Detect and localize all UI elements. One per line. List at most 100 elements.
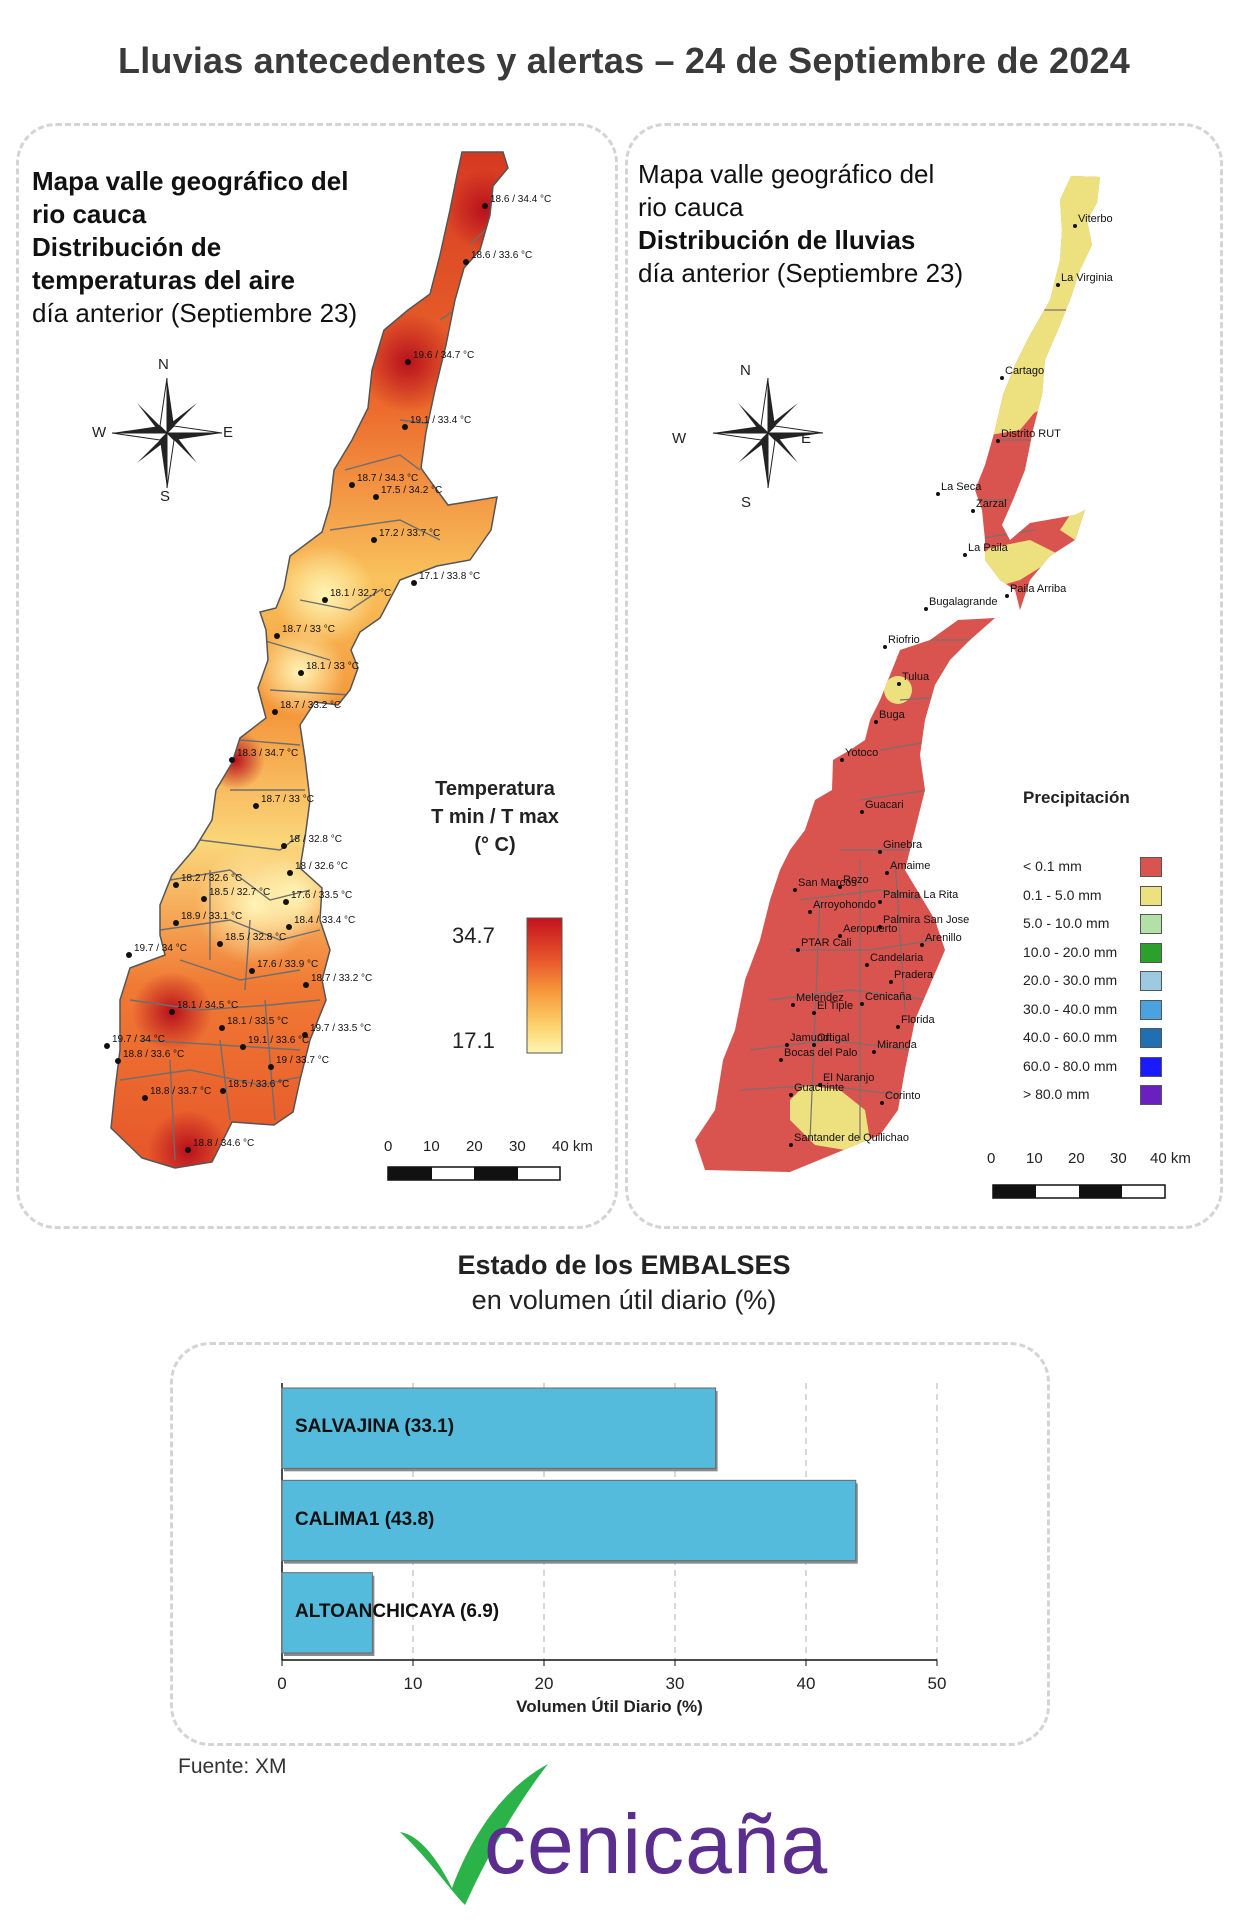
- station-name-label: La Virginia: [1061, 272, 1113, 284]
- precipitation-legend-swatch: [1140, 1085, 1162, 1105]
- temperature-map-title-line: temperaturas del aire: [32, 265, 296, 295]
- reservoir-bar: [281, 1572, 373, 1654]
- scale-label: 40 km: [1150, 1150, 1191, 1167]
- station-name-label: Cartago: [1005, 365, 1045, 377]
- station-name-label: Yotoco: [845, 747, 879, 759]
- station-dot: [878, 925, 882, 929]
- station-dot: [303, 982, 309, 988]
- station-dot: [963, 553, 967, 557]
- station-temperature-label: 17.1 / 33.8 °C: [419, 571, 481, 582]
- temperature-map-subtitle: día anterior (Septiembre 23): [32, 298, 358, 328]
- station-name-label: Florida: [901, 1014, 935, 1026]
- station-temperature-label: 18.4 / 33.4 °C: [294, 915, 356, 926]
- station-temperature-label: 18.8 / 33.7 °C: [150, 1086, 212, 1097]
- rain-scale-bar: [992, 1184, 1166, 1199]
- reservoir-bar: [281, 1479, 857, 1562]
- station-dot: [286, 924, 292, 930]
- compass-north-label: N: [158, 356, 169, 373]
- station-name-label: Candelaria: [870, 952, 924, 964]
- station-dot: [402, 424, 408, 430]
- station-name-label: La Paila: [968, 542, 1008, 554]
- station-name-label: Riofrio: [888, 634, 920, 646]
- station-name-label: Zarzal: [976, 498, 1007, 510]
- station-dot: [878, 850, 882, 854]
- station-name-label: Pradera: [894, 969, 934, 981]
- station-temperature-label: 18.6 / 33.6 °C: [471, 250, 533, 261]
- scale-label: 20: [466, 1138, 483, 1155]
- station-name-label: Distrito RUT: [1001, 428, 1061, 440]
- station-dot: [201, 896, 207, 902]
- page-title: Lluvias antecedentes y alertas – 24 de S…: [118, 40, 1130, 81]
- station-temperature-label: 18.1 / 32.7 °C: [330, 588, 392, 599]
- station-dot: [219, 1025, 225, 1031]
- temperature-legend-max: 34.7: [452, 923, 495, 948]
- precipitation-legend-swatch: [1140, 1028, 1162, 1048]
- precipitation-legend-label: 0.1 - 5.0 mm: [1023, 886, 1102, 903]
- station-dot: [885, 871, 889, 875]
- station-dot: [1056, 283, 1060, 287]
- station-dot: [298, 670, 304, 676]
- station-temperature-label: 18 / 32.8 °C: [289, 834, 342, 845]
- temperature-scale-bar: [387, 1166, 561, 1181]
- station-dot: [996, 439, 1000, 443]
- temperature-map-title: Mapa valle geográfico del rio cauca Dist…: [32, 165, 357, 330]
- station-name-label: Bugalagrande: [929, 596, 998, 608]
- x-tick-label: 10: [403, 1674, 423, 1693]
- compass-east-label: E: [223, 424, 234, 441]
- station-name-label: Corinto: [885, 1090, 921, 1102]
- station-dot: [272, 709, 278, 715]
- station-dot: [936, 492, 940, 496]
- station-dot: [373, 494, 379, 500]
- station-dot: [173, 920, 179, 926]
- station-dot: [872, 1050, 876, 1054]
- station-temperature-label: 18.1 / 33 °C: [306, 661, 359, 672]
- station-dot: [840, 758, 844, 762]
- station-temperature-label: 18.7 / 34.3 °C: [357, 473, 419, 484]
- rainfall-map-title-line: rio cauca: [638, 192, 744, 222]
- station-dot: [405, 359, 411, 365]
- station-dot: [812, 1011, 816, 1015]
- precipitation-legend-swatch: [1140, 1056, 1162, 1077]
- station-temperature-label: 18.7 / 33.2 °C: [311, 973, 373, 984]
- station-dot: [322, 597, 328, 603]
- x-tick-label: 40: [796, 1674, 816, 1693]
- station-name-label: Miranda: [877, 1039, 917, 1051]
- station-dot: [924, 607, 928, 611]
- source-note: Fuente: XM: [178, 1755, 287, 1778]
- scale-label: 0: [384, 1138, 393, 1155]
- station-dot: [793, 888, 797, 892]
- rainfall-map-title-bold: Distribución de lluvias: [638, 225, 916, 255]
- compass-west-label: W: [92, 424, 107, 441]
- station-dot: [302, 1032, 308, 1038]
- x-tick-label: 0: [277, 1674, 287, 1693]
- station-temperature-label: 18 / 32.6 °C: [295, 861, 348, 872]
- station-name-label: San Marcos: [798, 877, 857, 889]
- station-name-label: Jamundi: [790, 1032, 832, 1044]
- station-dot: [791, 1003, 795, 1007]
- station-dot: [482, 203, 488, 209]
- scale-label: 30: [509, 1138, 526, 1155]
- station-dot: [249, 968, 255, 974]
- station-dot: [883, 645, 887, 649]
- reservoirs-subtitle: en volumen útil diario (%): [471, 1285, 777, 1315]
- station-dot: [789, 1093, 793, 1097]
- station-temperature-label: 18.7 / 33.2 °C: [280, 700, 342, 711]
- compass-west-label: W: [672, 430, 687, 447]
- station-dot: [889, 980, 893, 984]
- station-dot: [860, 810, 864, 814]
- precipitation-legend-swatch: [1140, 971, 1162, 991]
- x-axis-title: Volumen Útil Diario (%): [516, 1697, 703, 1716]
- station-name-label: Palmira La Rita: [883, 889, 959, 901]
- station-dot: [920, 943, 924, 947]
- reservoir-bar-label: SALVAJINA (33.1): [295, 1416, 455, 1438]
- station-dot: [240, 1044, 246, 1050]
- station-dot: [142, 1095, 148, 1101]
- precipitation-legend-label: 40.0 - 60.0 mm: [1023, 1029, 1118, 1045]
- station-dot: [785, 1043, 789, 1047]
- station-name-label: Arroyohondo: [813, 899, 876, 911]
- station-dot: [897, 682, 901, 686]
- station-name-label: Guachinte: [794, 1082, 845, 1094]
- station-temperature-label: 19.7 / 34 °C: [112, 1034, 165, 1045]
- station-dot: [371, 537, 377, 543]
